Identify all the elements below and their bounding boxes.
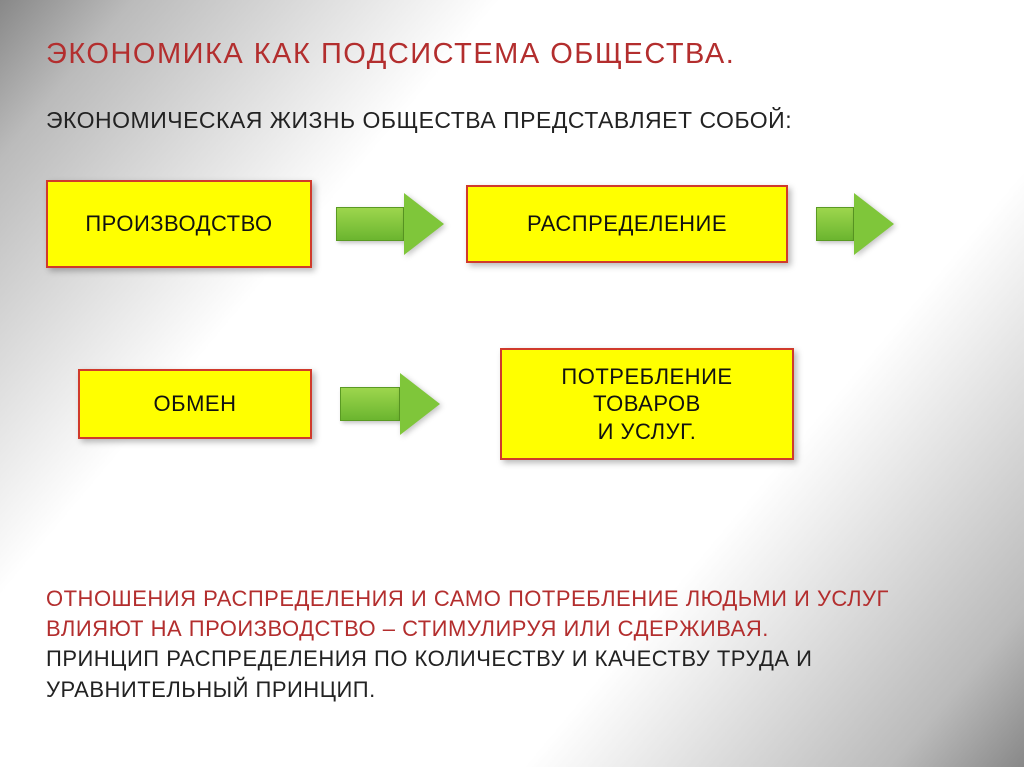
box-label: ПРОИЗВОДСТВО: [85, 210, 272, 238]
arrow-1: [336, 193, 444, 255]
arrow-3: [340, 373, 440, 435]
slide-subtitle: ЭКОНОМИЧЕСКАЯ ЖИЗНЬ ОБЩЕСТВА ПРЕДСТАВЛЯЕ…: [46, 107, 978, 134]
box-exchange: ОБМЕН: [78, 369, 312, 439]
footer-line-black: ПРИНЦИП РАСПРЕДЕЛЕНИЯ ПО КОЛИЧЕСТВУ И КА…: [46, 646, 812, 701]
arrow-head-icon: [404, 193, 444, 255]
box-production: ПРОИЗВОДСТВО: [46, 180, 312, 268]
arrow-shaft: [340, 387, 400, 421]
footer-line-red: ОТНОШЕНИЯ РАСПРЕДЕЛЕНИЯ И САМО ПОТРЕБЛЕН…: [46, 586, 889, 641]
box-distribution: РАСПРЕДЕЛЕНИЕ: [466, 185, 788, 263]
arrow-head-icon: [854, 193, 894, 255]
arrow-shaft: [336, 207, 404, 241]
footer-text: ОТНОШЕНИЯ РАСПРЕДЕЛЕНИЯ И САМО ПОТРЕБЛЕН…: [46, 584, 978, 705]
flow-row-2: ОБМЕН ПОТРЕБЛЕНИЕ ТОВАРОВ И УСЛУГ.: [78, 348, 978, 460]
arrow-head-icon: [400, 373, 440, 435]
flow-row-1: ПРОИЗВОДСТВО РАСПРЕДЕЛЕНИЕ: [46, 180, 978, 268]
box-label: РАСПРЕДЕЛЕНИЕ: [527, 210, 727, 238]
box-consumption: ПОТРЕБЛЕНИЕ ТОВАРОВ И УСЛУГ.: [500, 348, 794, 460]
slide-title: ЭКОНОМИКА КАК ПОДСИСТЕМА ОБЩЕСТВА.: [46, 38, 978, 71]
box-label: ПОТРЕБЛЕНИЕ ТОВАРОВ И УСЛУГ.: [512, 363, 782, 446]
slide: ЭКОНОМИКА КАК ПОДСИСТЕМА ОБЩЕСТВА. ЭКОНО…: [0, 0, 1024, 767]
arrow-2: [816, 193, 894, 255]
box-label: ОБМЕН: [154, 390, 237, 418]
arrow-shaft: [816, 207, 854, 241]
